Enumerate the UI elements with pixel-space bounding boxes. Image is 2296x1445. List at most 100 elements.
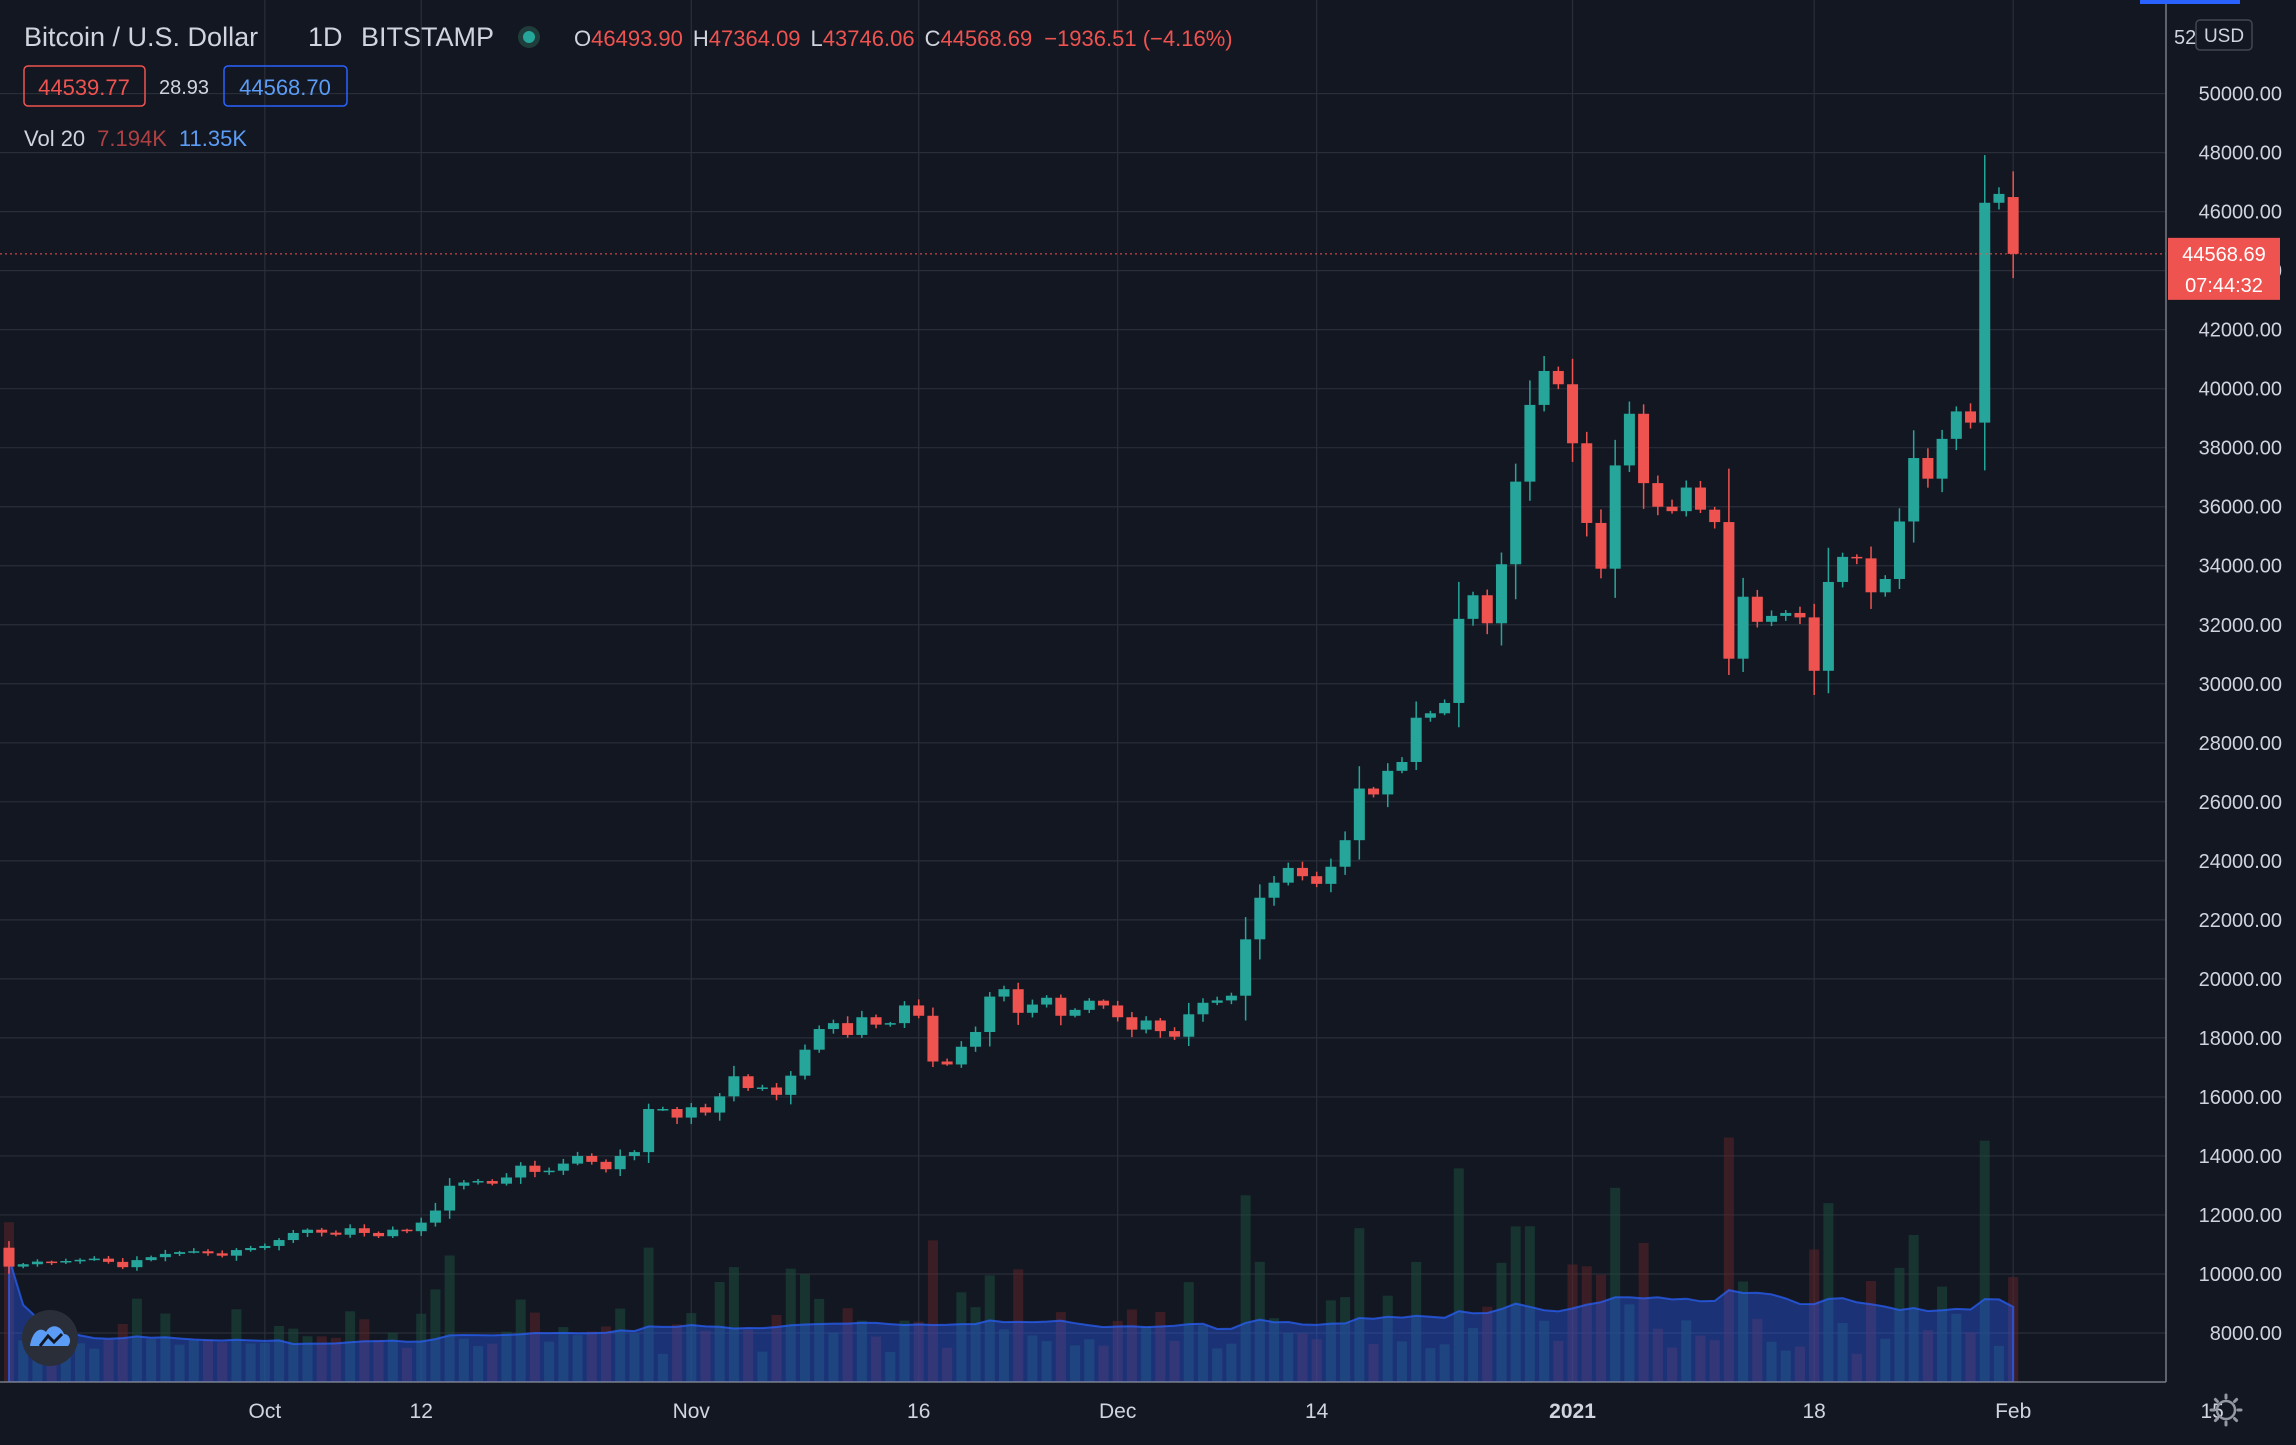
candle-body — [898, 1005, 910, 1024]
price-scale-panel[interactable] — [2166, 0, 2296, 1382]
candle — [472, 1178, 484, 1185]
candle-body — [1467, 595, 1479, 619]
high-label: H — [693, 26, 709, 51]
symbol-title[interactable]: Bitcoin / U.S. Dollar — [24, 22, 258, 52]
candle-body — [230, 1250, 242, 1256]
candle-body — [1936, 438, 1948, 479]
volume-bar — [1610, 1187, 1621, 1382]
x-tick-label: 14 — [1305, 1400, 1329, 1423]
candle-body — [671, 1109, 683, 1118]
candle — [1709, 506, 1721, 529]
candle-body — [1623, 413, 1635, 466]
candle — [1126, 1011, 1138, 1038]
candle — [1382, 763, 1394, 808]
candle — [458, 1180, 470, 1190]
volume-bar — [1340, 1297, 1351, 1382]
candle-body — [628, 1152, 640, 1156]
candle-body — [1268, 882, 1280, 898]
interval-label[interactable]: 1D — [308, 22, 343, 52]
candle — [1225, 992, 1237, 1005]
candle — [1538, 356, 1550, 412]
candle-body — [1879, 579, 1891, 593]
candle-body — [941, 1061, 953, 1065]
time-scale-panel[interactable] — [0, 1382, 2296, 1440]
volume-bar — [75, 1343, 86, 1382]
candle — [1296, 861, 1308, 881]
candle — [74, 1258, 86, 1264]
ask-price-button[interactable]: 44568.70 — [223, 65, 348, 107]
volume-bar — [1425, 1348, 1436, 1382]
y-tick-label: 34000.00 — [2199, 556, 2282, 578]
candle — [1766, 610, 1778, 627]
volume-bar — [1197, 1325, 1208, 1382]
candle-body — [1410, 717, 1422, 762]
volume-bar — [1141, 1326, 1152, 1382]
volume-bar — [1041, 1341, 1052, 1382]
candle — [1979, 155, 1991, 471]
candle — [1339, 831, 1351, 875]
y-tick-label: 38000.00 — [2199, 438, 2282, 460]
volume-bar — [1809, 1249, 1820, 1382]
volume-bar — [1595, 1274, 1606, 1382]
candle — [927, 1007, 939, 1068]
volume-bar — [998, 1329, 1009, 1382]
ask-price: 44568.70 — [239, 75, 331, 100]
candle-body — [259, 1245, 271, 1249]
candle-body — [1296, 867, 1308, 877]
candle — [827, 1019, 839, 1034]
volume-bar — [1894, 1267, 1905, 1382]
y-tick-label: 48000.00 — [2199, 143, 2282, 165]
candle — [1368, 786, 1380, 798]
volume-bar — [1695, 1335, 1706, 1382]
candle — [941, 1058, 953, 1066]
candle-body — [771, 1087, 783, 1095]
chart-settings-icon[interactable] — [2209, 1393, 2243, 1427]
candle — [1524, 380, 1536, 501]
candle — [2007, 171, 2019, 279]
candle-body — [500, 1177, 512, 1184]
candle — [785, 1071, 797, 1105]
candle — [1552, 366, 1564, 390]
volume-bar — [160, 1313, 171, 1382]
candle — [1794, 606, 1806, 624]
candle — [1041, 995, 1053, 1008]
currency-button[interactable]: USD — [2195, 19, 2253, 51]
exchange-label[interactable]: BITSTAMP — [361, 22, 494, 52]
market-status-dot-icon[interactable] — [523, 31, 535, 43]
volume-bar — [330, 1337, 341, 1382]
chart-legend[interactable]: Bitcoin / U.S. Dollar 1D BITSTAMP O46493… — [23, 22, 1233, 151]
candle-body — [714, 1096, 726, 1113]
candle-body — [1254, 897, 1266, 940]
candle-body — [913, 1005, 925, 1016]
bid-price-button[interactable]: 44539.77 — [23, 65, 146, 107]
volume-bar — [856, 1320, 867, 1382]
candle-body — [1581, 443, 1593, 523]
y-tick-label: 46000.00 — [2199, 202, 2282, 224]
volume-bar — [1866, 1280, 1877, 1382]
candle — [1652, 475, 1664, 516]
candle-body — [1751, 596, 1763, 622]
volume-bar — [515, 1299, 526, 1382]
volume-bar — [1951, 1313, 1962, 1382]
candle-body — [1922, 458, 1934, 479]
candle — [174, 1250, 186, 1256]
candle — [628, 1150, 640, 1161]
volume-bar — [1382, 1295, 1393, 1382]
volume-bar — [1993, 1345, 2004, 1382]
candle — [1993, 187, 2005, 210]
candle — [1211, 996, 1223, 1006]
current-price-tag: 44568.69 07:44:32 — [2168, 237, 2280, 300]
candle — [1751, 589, 1763, 628]
volume-bar — [359, 1319, 370, 1382]
volume-legend[interactable]: Vol 20 7.194K 11.35K — [24, 126, 247, 151]
y-tick-label: 32000.00 — [2199, 615, 2282, 637]
volume-bar — [1667, 1347, 1678, 1382]
candle — [429, 1202, 441, 1227]
candle — [444, 1178, 456, 1219]
volume-bar — [572, 1335, 583, 1382]
tradingview-logo-icon[interactable] — [22, 1310, 78, 1366]
candlestick-series[interactable] — [3, 155, 2019, 1274]
